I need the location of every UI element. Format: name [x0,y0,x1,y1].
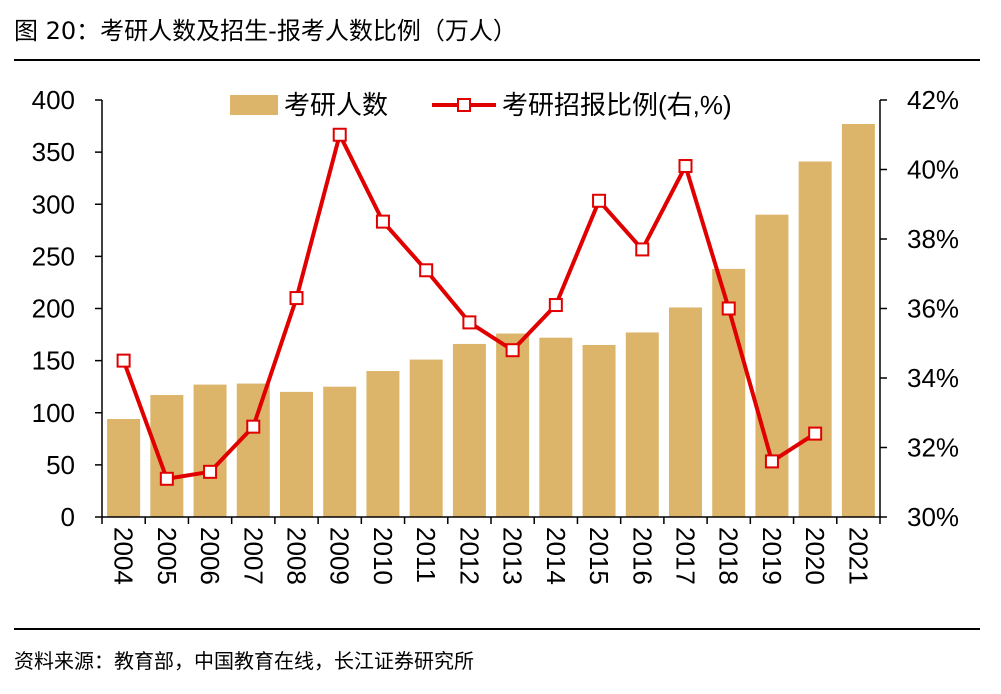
bars-layer [107,123,875,518]
ratio-point-2008 [289,291,304,306]
ratio-point-2004 [116,353,131,368]
bar-2008 [280,391,313,517]
x-tick-label-2018: 2018 [714,527,744,585]
bar-2019 [755,214,789,518]
x-tick-label-2021: 2021 [843,527,873,585]
ratio-point-2006 [203,464,218,479]
ratio-point-2005 [159,471,174,486]
bar-2013 [496,333,530,517]
x-tick-label-2014: 2014 [541,527,571,585]
ratio-point-2013 [505,343,520,358]
ratio-point-2014 [548,298,563,313]
bar-2017 [669,307,702,517]
bar-2009 [323,386,357,517]
x-tick-label-2006: 2006 [195,527,225,585]
bar-2015 [582,344,616,517]
x-tick-label-2010: 2010 [368,527,398,585]
bar-2020 [798,161,832,517]
top-divider [14,59,980,61]
bar-2005 [150,395,184,517]
ratio-point-2012 [462,315,477,330]
left-tick-label: 200 [32,294,75,324]
left-tick-label: 150 [32,346,75,376]
ratio-point-2009 [332,127,347,142]
right-tick-label: 32% [907,433,959,463]
legend-line-label: 考研招报比例(右,%) [502,90,732,120]
left-tick-label: 300 [32,189,75,219]
ratio-point-2010 [375,214,390,229]
x-tick-label-2016: 2016 [627,527,657,585]
left-tick-label: 250 [32,241,75,271]
x-tick-label-2020: 2020 [800,527,830,585]
x-tick-label-2005: 2005 [152,527,182,585]
x-tick-label-2008: 2008 [282,527,312,585]
x-tick-label-2004: 2004 [109,527,139,585]
right-tick-label: 36% [907,294,959,324]
bar-2012 [452,343,486,517]
legend-bar-swatch [230,95,278,115]
figure-title: 图 20：考研人数及招生-报考人数比例（万人） [14,17,517,45]
left-tick-label: 400 [32,85,75,115]
ratio-point-2007 [246,419,261,434]
x-tick-label-2009: 2009 [325,527,355,585]
x-tick-label-2012: 2012 [454,527,484,585]
legend: 考研人数 考研招报比例(右,%) [230,90,732,120]
x-tick-label-2019: 2019 [757,527,787,585]
bar-2007 [236,383,270,517]
x-tick-label-2017: 2017 [671,527,701,585]
right-tick-label: 30% [907,502,959,532]
bar-2016 [625,332,659,517]
ratio-point-2016 [635,242,650,257]
right-tick-label: 34% [907,363,959,393]
left-tick-label: 350 [32,137,75,167]
left-tick-label: 100 [32,398,75,428]
bottom-divider [14,628,980,630]
right-tick-label: 42% [907,85,959,115]
source-note: 资料来源：教育部，中国教育在线，长江证券研究所 [14,649,474,673]
legend-bar-label: 考研人数 [284,90,388,120]
bar-2004 [107,419,141,517]
left-tick-label: 0 [61,502,75,532]
line-layer [116,127,823,486]
bar-2014 [539,337,573,517]
axes-layer: 0 50 100 150 200 250 300 350 400 30% 32% 34% 36% 38% 4… [32,85,959,585]
bar-2006 [193,384,227,517]
right-tick-label: 38% [907,224,959,254]
ratio-point-2011 [419,263,434,278]
ratio-point-2020 [808,426,823,441]
ratio-point-2015 [592,193,607,208]
x-tick-label-2007: 2007 [238,527,268,585]
ratio-point-2019 [764,454,779,469]
x-tick-label-2013: 2013 [498,527,528,585]
bar-2021 [841,123,875,517]
left-tick-label: 50 [46,450,75,480]
x-tick-label-2011: 2011 [411,527,441,583]
ratio-point-2018 [721,301,736,316]
ratio-point-2017 [678,159,693,174]
bar-2010 [366,371,400,517]
right-tick-label: 40% [907,155,959,185]
x-tick-label-2015: 2015 [584,527,614,585]
legend-line-marker [457,98,471,112]
bar-2011 [409,359,443,517]
